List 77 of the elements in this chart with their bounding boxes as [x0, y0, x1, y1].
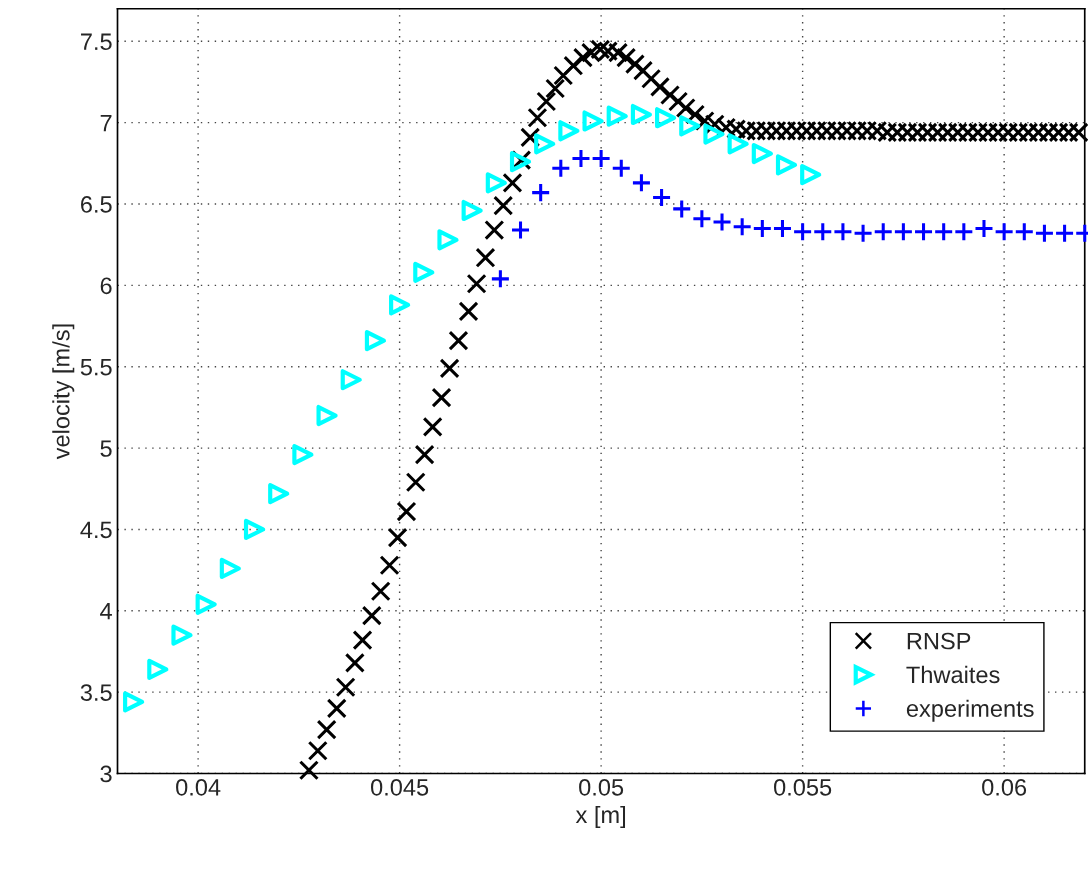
point — [1034, 223, 1055, 244]
point — [268, 483, 290, 505]
point — [953, 221, 974, 242]
point — [711, 211, 733, 232]
point — [461, 199, 483, 222]
y-tick-label: 6 — [100, 277, 112, 295]
point — [606, 105, 628, 127]
point — [691, 208, 712, 229]
legend-label: RNSP — [907, 632, 971, 650]
y-tick-label: 5 — [100, 440, 112, 457]
point — [873, 221, 894, 242]
point — [775, 154, 798, 176]
legend-label: Thwaites — [906, 665, 1000, 684]
point — [340, 369, 362, 391]
point — [413, 261, 435, 283]
point — [243, 518, 266, 541]
y-tick-label: 3 — [100, 765, 112, 783]
y-tick-label: 4 — [100, 603, 112, 620]
point — [630, 103, 653, 126]
point — [655, 107, 677, 129]
point — [1054, 223, 1075, 244]
point — [195, 593, 217, 615]
point — [292, 444, 314, 466]
x-tick-label: 0.055 — [774, 778, 832, 796]
point — [772, 218, 793, 239]
point — [732, 216, 753, 237]
y-tick-label: 5.5 — [80, 359, 112, 376]
point — [751, 142, 773, 165]
point — [123, 691, 145, 713]
x-axis-title: x [m] — [575, 805, 626, 828]
point — [364, 330, 387, 352]
point — [800, 164, 822, 186]
point — [171, 624, 193, 646]
point — [1014, 221, 1035, 242]
point — [316, 404, 338, 427]
y-axis-title: velocity [m/s] — [52, 324, 75, 460]
point — [582, 110, 604, 132]
point — [651, 187, 672, 208]
point — [530, 182, 551, 203]
point — [893, 221, 914, 242]
point — [219, 557, 241, 580]
y-tick-label: 3.5 — [80, 684, 112, 701]
legend-label: experiments — [906, 699, 1034, 722]
point — [752, 218, 773, 239]
point — [534, 133, 556, 155]
point — [727, 133, 749, 155]
y-tick-label: 4.5 — [80, 521, 112, 539]
point — [611, 158, 632, 179]
point — [812, 221, 833, 242]
x-tick-label: 0.045 — [371, 778, 429, 796]
point — [558, 120, 580, 142]
point — [550, 158, 571, 179]
point — [389, 294, 411, 316]
point — [679, 115, 701, 137]
x-tick-label: 0.04 — [176, 778, 221, 796]
point — [147, 658, 169, 680]
y-tick-label: 6.5 — [81, 196, 112, 213]
point — [510, 220, 531, 241]
y-tick-label: 7.5 — [81, 33, 112, 51]
point — [994, 221, 1015, 242]
point — [973, 218, 995, 239]
point — [485, 172, 507, 194]
point — [490, 268, 511, 289]
point — [703, 123, 725, 145]
point — [631, 172, 652, 193]
point — [913, 221, 934, 242]
x-tick-label: 0.06 — [982, 778, 1027, 796]
point — [792, 221, 813, 242]
point — [570, 148, 591, 169]
point — [853, 223, 874, 244]
y-tick-label: 7 — [100, 114, 112, 132]
point — [832, 221, 853, 242]
point — [671, 198, 692, 219]
x-tick-label: 0.05 — [579, 778, 624, 796]
point — [933, 221, 954, 242]
point — [437, 229, 459, 251]
point — [591, 148, 612, 169]
